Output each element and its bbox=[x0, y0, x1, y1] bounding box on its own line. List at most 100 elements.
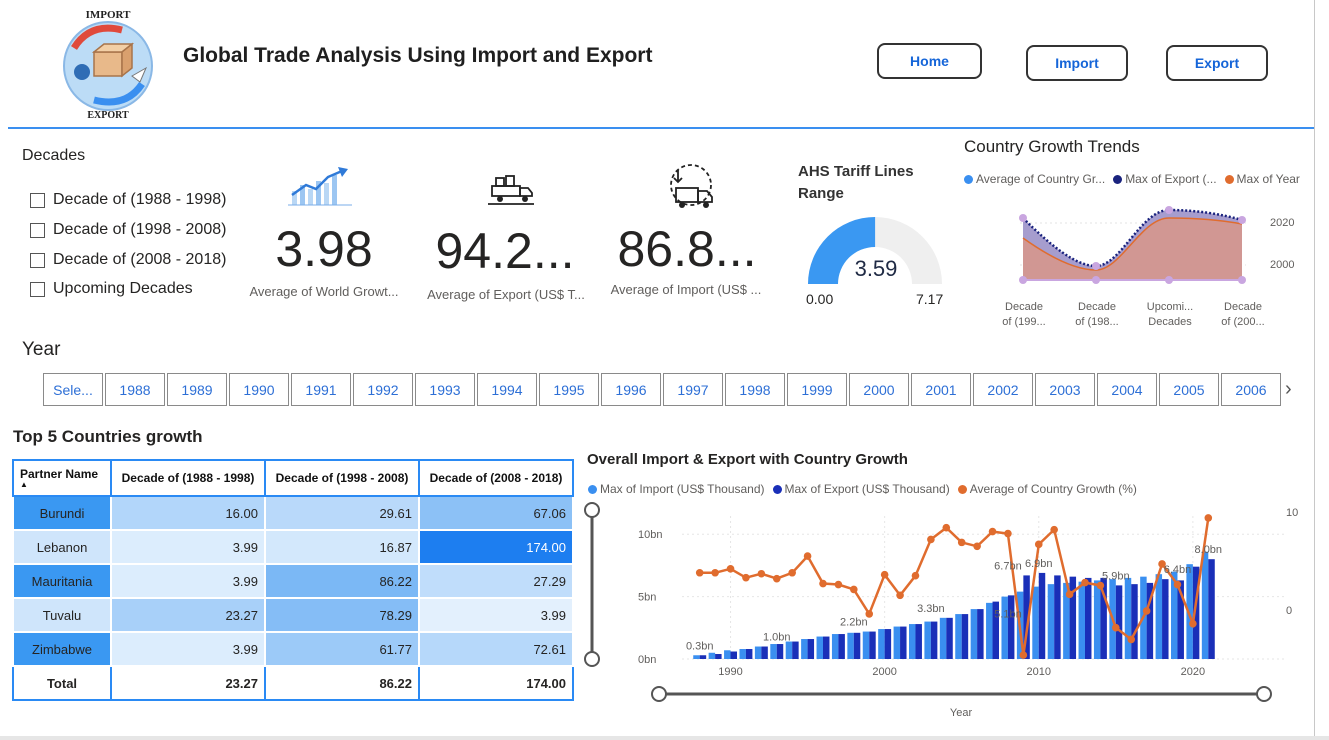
growth-point[interactable] bbox=[896, 591, 904, 600]
import-bar[interactable] bbox=[924, 621, 931, 659]
chevron-right-icon[interactable]: › bbox=[1285, 378, 1292, 400]
growth-point[interactable] bbox=[742, 573, 750, 582]
export-bar[interactable] bbox=[1038, 572, 1046, 659]
growth-point[interactable] bbox=[1065, 590, 1074, 599]
export-bar[interactable] bbox=[745, 649, 753, 659]
year-option-1994[interactable]: 1994 bbox=[477, 373, 537, 406]
import-bar[interactable] bbox=[1063, 582, 1070, 659]
growth-point[interactable] bbox=[788, 568, 796, 577]
growth-point[interactable] bbox=[1189, 619, 1197, 628]
export-bar[interactable] bbox=[1115, 585, 1123, 659]
year-option-1988[interactable]: 1988 bbox=[105, 373, 165, 406]
export-bar[interactable] bbox=[884, 629, 892, 659]
export-bar[interactable] bbox=[930, 621, 938, 659]
export-bar[interactable] bbox=[699, 655, 707, 659]
import-bar[interactable] bbox=[1078, 581, 1085, 659]
growth-point[interactable] bbox=[711, 568, 719, 577]
growth-point[interactable] bbox=[1112, 623, 1120, 632]
y-range-slider-bottom-handle[interactable] bbox=[584, 651, 600, 667]
year-option-1998[interactable]: 1998 bbox=[725, 373, 785, 406]
import-bar[interactable] bbox=[1093, 580, 1101, 659]
export-bar[interactable] bbox=[792, 641, 799, 659]
import-bar[interactable] bbox=[816, 636, 823, 659]
year-select-all[interactable]: Sele... bbox=[43, 373, 103, 406]
import-bar[interactable] bbox=[1155, 574, 1163, 659]
import-bar[interactable] bbox=[1186, 564, 1193, 659]
year-option-1989[interactable]: 1989 bbox=[167, 373, 227, 406]
column-header-partner[interactable]: Partner Name ▲ bbox=[12, 459, 112, 497]
import-bar[interactable] bbox=[1124, 577, 1132, 659]
year-option-2004[interactable]: 2004 bbox=[1097, 373, 1157, 406]
import-bar[interactable] bbox=[970, 609, 978, 659]
year-option-1996[interactable]: 1996 bbox=[601, 373, 661, 406]
export-bar[interactable] bbox=[869, 631, 876, 659]
growth-point[interactable] bbox=[911, 571, 920, 580]
growth-point[interactable] bbox=[942, 523, 951, 532]
year-option-1991[interactable]: 1991 bbox=[291, 373, 351, 406]
export-bar[interactable] bbox=[1069, 576, 1077, 659]
export-bar[interactable] bbox=[977, 609, 984, 659]
year-option-2005[interactable]: 2005 bbox=[1159, 373, 1219, 406]
import-bar[interactable] bbox=[708, 652, 716, 659]
import-bar[interactable] bbox=[739, 649, 746, 659]
import-bar[interactable] bbox=[1047, 584, 1055, 659]
export-bar[interactable] bbox=[1054, 575, 1061, 659]
export-bar[interactable] bbox=[1007, 595, 1015, 659]
growth-point[interactable] bbox=[1096, 581, 1105, 590]
growth-point[interactable] bbox=[850, 585, 858, 594]
export-bar[interactable] bbox=[1177, 580, 1184, 659]
y-range-slider-top-handle[interactable] bbox=[584, 502, 600, 518]
year-option-2003[interactable]: 2003 bbox=[1035, 373, 1095, 406]
growth-point[interactable] bbox=[803, 552, 812, 560]
growth-point[interactable] bbox=[1019, 651, 1028, 659]
import-bar[interactable] bbox=[986, 602, 993, 659]
checkbox[interactable] bbox=[30, 192, 45, 208]
legend-item-export[interactable]: Max of Export (US$ Thousand) bbox=[772, 482, 950, 496]
import-bar[interactable] bbox=[908, 624, 916, 659]
year-option-1993[interactable]: 1993 bbox=[415, 373, 475, 406]
export-bar[interactable] bbox=[807, 639, 815, 659]
growth-point[interactable] bbox=[1204, 514, 1213, 522]
export-bar[interactable] bbox=[1146, 582, 1154, 659]
growth-point[interactable] bbox=[988, 527, 997, 536]
growth-point[interactable] bbox=[1050, 525, 1058, 534]
export-button[interactable]: Export bbox=[1166, 45, 1268, 81]
checkbox[interactable] bbox=[30, 281, 45, 297]
export-bar[interactable] bbox=[1208, 559, 1215, 659]
export-bar[interactable] bbox=[900, 626, 907, 659]
import-bar[interactable] bbox=[1201, 551, 1209, 659]
column-header-decade-3[interactable]: Decade of (2008 - 2018) bbox=[418, 459, 574, 497]
growth-point[interactable] bbox=[1142, 607, 1151, 615]
import-bar[interactable] bbox=[693, 655, 700, 659]
growth-point[interactable] bbox=[927, 535, 935, 544]
x-range-slider-left-handle[interactable] bbox=[651, 686, 667, 702]
year-option-1992[interactable]: 1992 bbox=[353, 373, 413, 406]
export-bar[interactable] bbox=[946, 617, 953, 659]
legend-item-growth[interactable]: Average of Country Growth (%) bbox=[957, 482, 1137, 496]
export-bar[interactable] bbox=[761, 646, 768, 659]
growth-point[interactable] bbox=[1081, 578, 1089, 587]
growth-point[interactable] bbox=[957, 538, 966, 547]
year-option-2006[interactable]: 2006 bbox=[1221, 373, 1281, 406]
growth-point[interactable] bbox=[819, 579, 827, 588]
growth-point[interactable] bbox=[1158, 560, 1166, 568]
growth-point[interactable] bbox=[865, 610, 874, 618]
growth-point[interactable] bbox=[973, 542, 981, 551]
year-option-1990[interactable]: 1990 bbox=[229, 373, 289, 406]
import-bar[interactable] bbox=[878, 629, 885, 659]
home-button[interactable]: Home bbox=[877, 43, 982, 79]
growth-point[interactable] bbox=[880, 570, 889, 579]
growth-point[interactable] bbox=[695, 568, 704, 577]
checkbox[interactable] bbox=[30, 222, 45, 238]
export-bar[interactable] bbox=[1085, 577, 1092, 659]
export-bar[interactable] bbox=[715, 654, 722, 659]
import-bar[interactable] bbox=[831, 634, 839, 659]
export-bar[interactable] bbox=[853, 632, 861, 659]
export-bar[interactable] bbox=[915, 624, 922, 659]
growth-point[interactable] bbox=[757, 569, 766, 578]
year-option-2001[interactable]: 2001 bbox=[911, 373, 971, 406]
export-bar[interactable] bbox=[1023, 575, 1030, 659]
import-bar[interactable] bbox=[1170, 571, 1178, 659]
growth-point[interactable] bbox=[1127, 635, 1136, 644]
export-bar[interactable] bbox=[1100, 577, 1107, 659]
